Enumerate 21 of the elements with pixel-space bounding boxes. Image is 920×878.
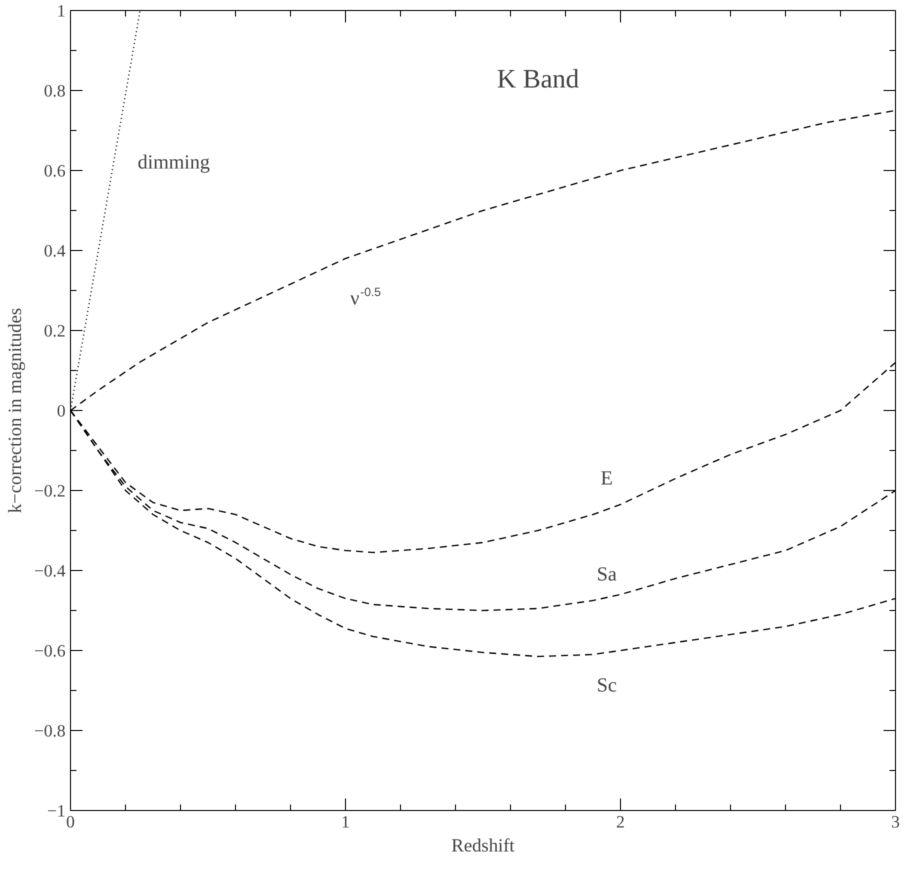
y-tick-label: −1 [47,802,66,820]
series-label: dimming [138,152,210,174]
y-tick-label: −0.2 [34,482,66,500]
x-axis-title: Redshift [451,836,516,856]
x-tick-label: 3 [891,812,900,832]
text: K Band [496,64,580,94]
y-tick-label: 0.4 [44,242,66,260]
x-tick-label: 1 [341,812,350,832]
series-label: E [600,468,613,490]
series-label: Sc [596,674,617,696]
y-axis-title: k−correction in magnitudes [5,308,26,514]
y-tick-label: 0 [56,402,66,420]
y-tick-label: −0.8 [34,722,66,740]
y-tick-label: 0.8 [44,82,66,100]
y-tick-label: 1 [56,2,66,20]
y-tick-label: −0.6 [34,642,66,660]
y-tick-label: 0.6 [44,162,66,180]
y-tick-label: 0.2 [44,322,66,340]
y-tick-label: −0.4 [34,562,66,580]
x-tick-label: 2 [616,812,625,832]
series-label: Sa [596,564,617,586]
